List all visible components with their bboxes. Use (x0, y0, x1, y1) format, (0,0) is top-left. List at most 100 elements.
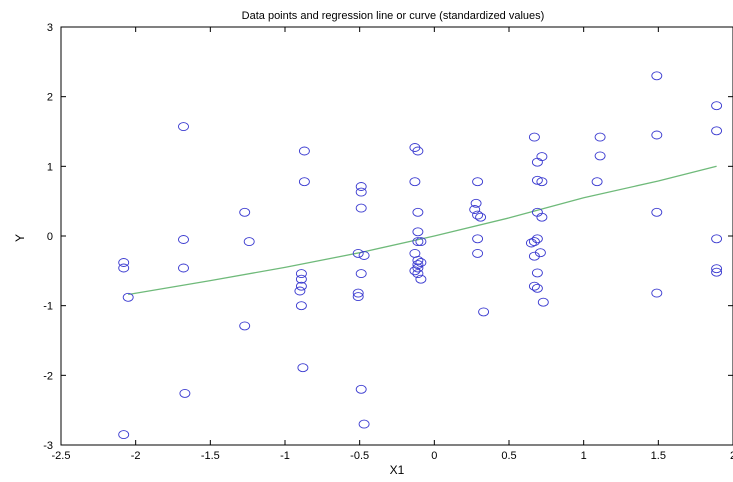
data-point (355, 269, 367, 279)
data-point (178, 263, 189, 273)
data-point (594, 151, 606, 161)
x-tick-label: 0.5 (501, 450, 516, 462)
data-point (472, 177, 484, 187)
y-tick-label: -3 (43, 440, 53, 452)
x-axis-label: X1 (390, 463, 405, 477)
data-point (352, 292, 364, 302)
y-tick-label: -1 (43, 301, 53, 313)
y-axis: -3 -2 -1 0 1 2 3 (43, 22, 733, 452)
data-point (711, 264, 723, 274)
x-axis: -2.5 -2 -1.5 -1 -0.5 0 0.5 1 1.5 2 (52, 27, 733, 462)
data-point (531, 175, 543, 185)
data-point (358, 419, 370, 429)
x-tick-label: 1 (581, 450, 587, 462)
data-point (594, 132, 606, 142)
data-point (412, 269, 424, 279)
data-point (352, 248, 364, 258)
data-point (651, 130, 663, 140)
data-point (531, 268, 543, 278)
x-tick-label: -1.5 (201, 450, 220, 462)
data-point (243, 237, 255, 247)
data-point (536, 212, 548, 222)
data-point (528, 251, 540, 261)
data-point (295, 269, 307, 279)
data-point (528, 281, 540, 291)
data-point (534, 248, 546, 258)
data-point (478, 307, 490, 317)
data-point (294, 286, 306, 296)
data-point (472, 234, 484, 244)
data-point (711, 267, 723, 277)
data-point (528, 237, 540, 247)
data-point (711, 234, 723, 244)
data-point (470, 198, 482, 208)
data-point (415, 274, 427, 284)
y-tick-label: 3 (47, 22, 53, 34)
x-tick-label: 2 (730, 450, 733, 462)
y-tick-label: 2 (47, 92, 53, 104)
x-tick-label: 1.5 (651, 450, 666, 462)
data-point (118, 263, 130, 273)
data-point (179, 388, 191, 398)
data-point (118, 430, 130, 440)
data-points (118, 71, 723, 440)
data-point (412, 227, 424, 237)
data-point (297, 363, 309, 373)
data-point (525, 238, 537, 248)
data-point (651, 71, 663, 81)
data-point (409, 177, 421, 187)
data-point (118, 258, 130, 267)
y-axis-label: Y (13, 234, 27, 242)
data-point (178, 235, 189, 244)
data-point (122, 292, 134, 302)
x-tick-label: -2 (131, 450, 141, 462)
data-point (472, 248, 484, 258)
data-point (472, 210, 484, 220)
regression-curve (128, 165, 717, 296)
data-point (475, 212, 487, 222)
data-point (412, 237, 424, 247)
data-point (415, 258, 427, 267)
data-point (239, 207, 251, 217)
data-point (239, 321, 251, 331)
data-point (295, 274, 307, 284)
x-tick-label: -1 (280, 450, 290, 462)
data-point (412, 263, 424, 273)
data-point (412, 260, 424, 270)
y-tick-label: 1 (47, 161, 53, 173)
data-point (412, 146, 424, 156)
data-point (352, 288, 364, 298)
data-point (531, 283, 543, 293)
data-point (415, 237, 427, 247)
data-point (651, 288, 663, 298)
data-point (295, 301, 307, 311)
data-point (355, 384, 367, 394)
data-point (531, 157, 543, 167)
chart-title: Data points and regression line or curve… (242, 10, 545, 22)
data-point (536, 177, 548, 187)
data-point (298, 146, 310, 156)
data-point (298, 177, 310, 187)
data-point (178, 122, 189, 132)
data-point (355, 187, 367, 197)
data-point (295, 281, 307, 291)
x-tick-label: -2.5 (52, 450, 71, 462)
x-tick-label: 0 (431, 450, 437, 462)
data-point (711, 101, 723, 111)
y-tick-label: -2 (43, 370, 53, 382)
data-point (711, 126, 723, 136)
x-tick-label: -0.5 (350, 450, 369, 462)
data-point (358, 251, 370, 260)
data-point (355, 182, 367, 191)
data-point (409, 266, 421, 276)
data-point (591, 177, 603, 187)
plot-area (60, 26, 733, 446)
data-point (412, 207, 424, 217)
data-point (651, 207, 663, 217)
data-point (469, 205, 481, 214)
data-point (355, 203, 367, 213)
data-point (528, 132, 540, 142)
y-tick-label: 0 (47, 231, 53, 243)
data-point (537, 297, 549, 307)
